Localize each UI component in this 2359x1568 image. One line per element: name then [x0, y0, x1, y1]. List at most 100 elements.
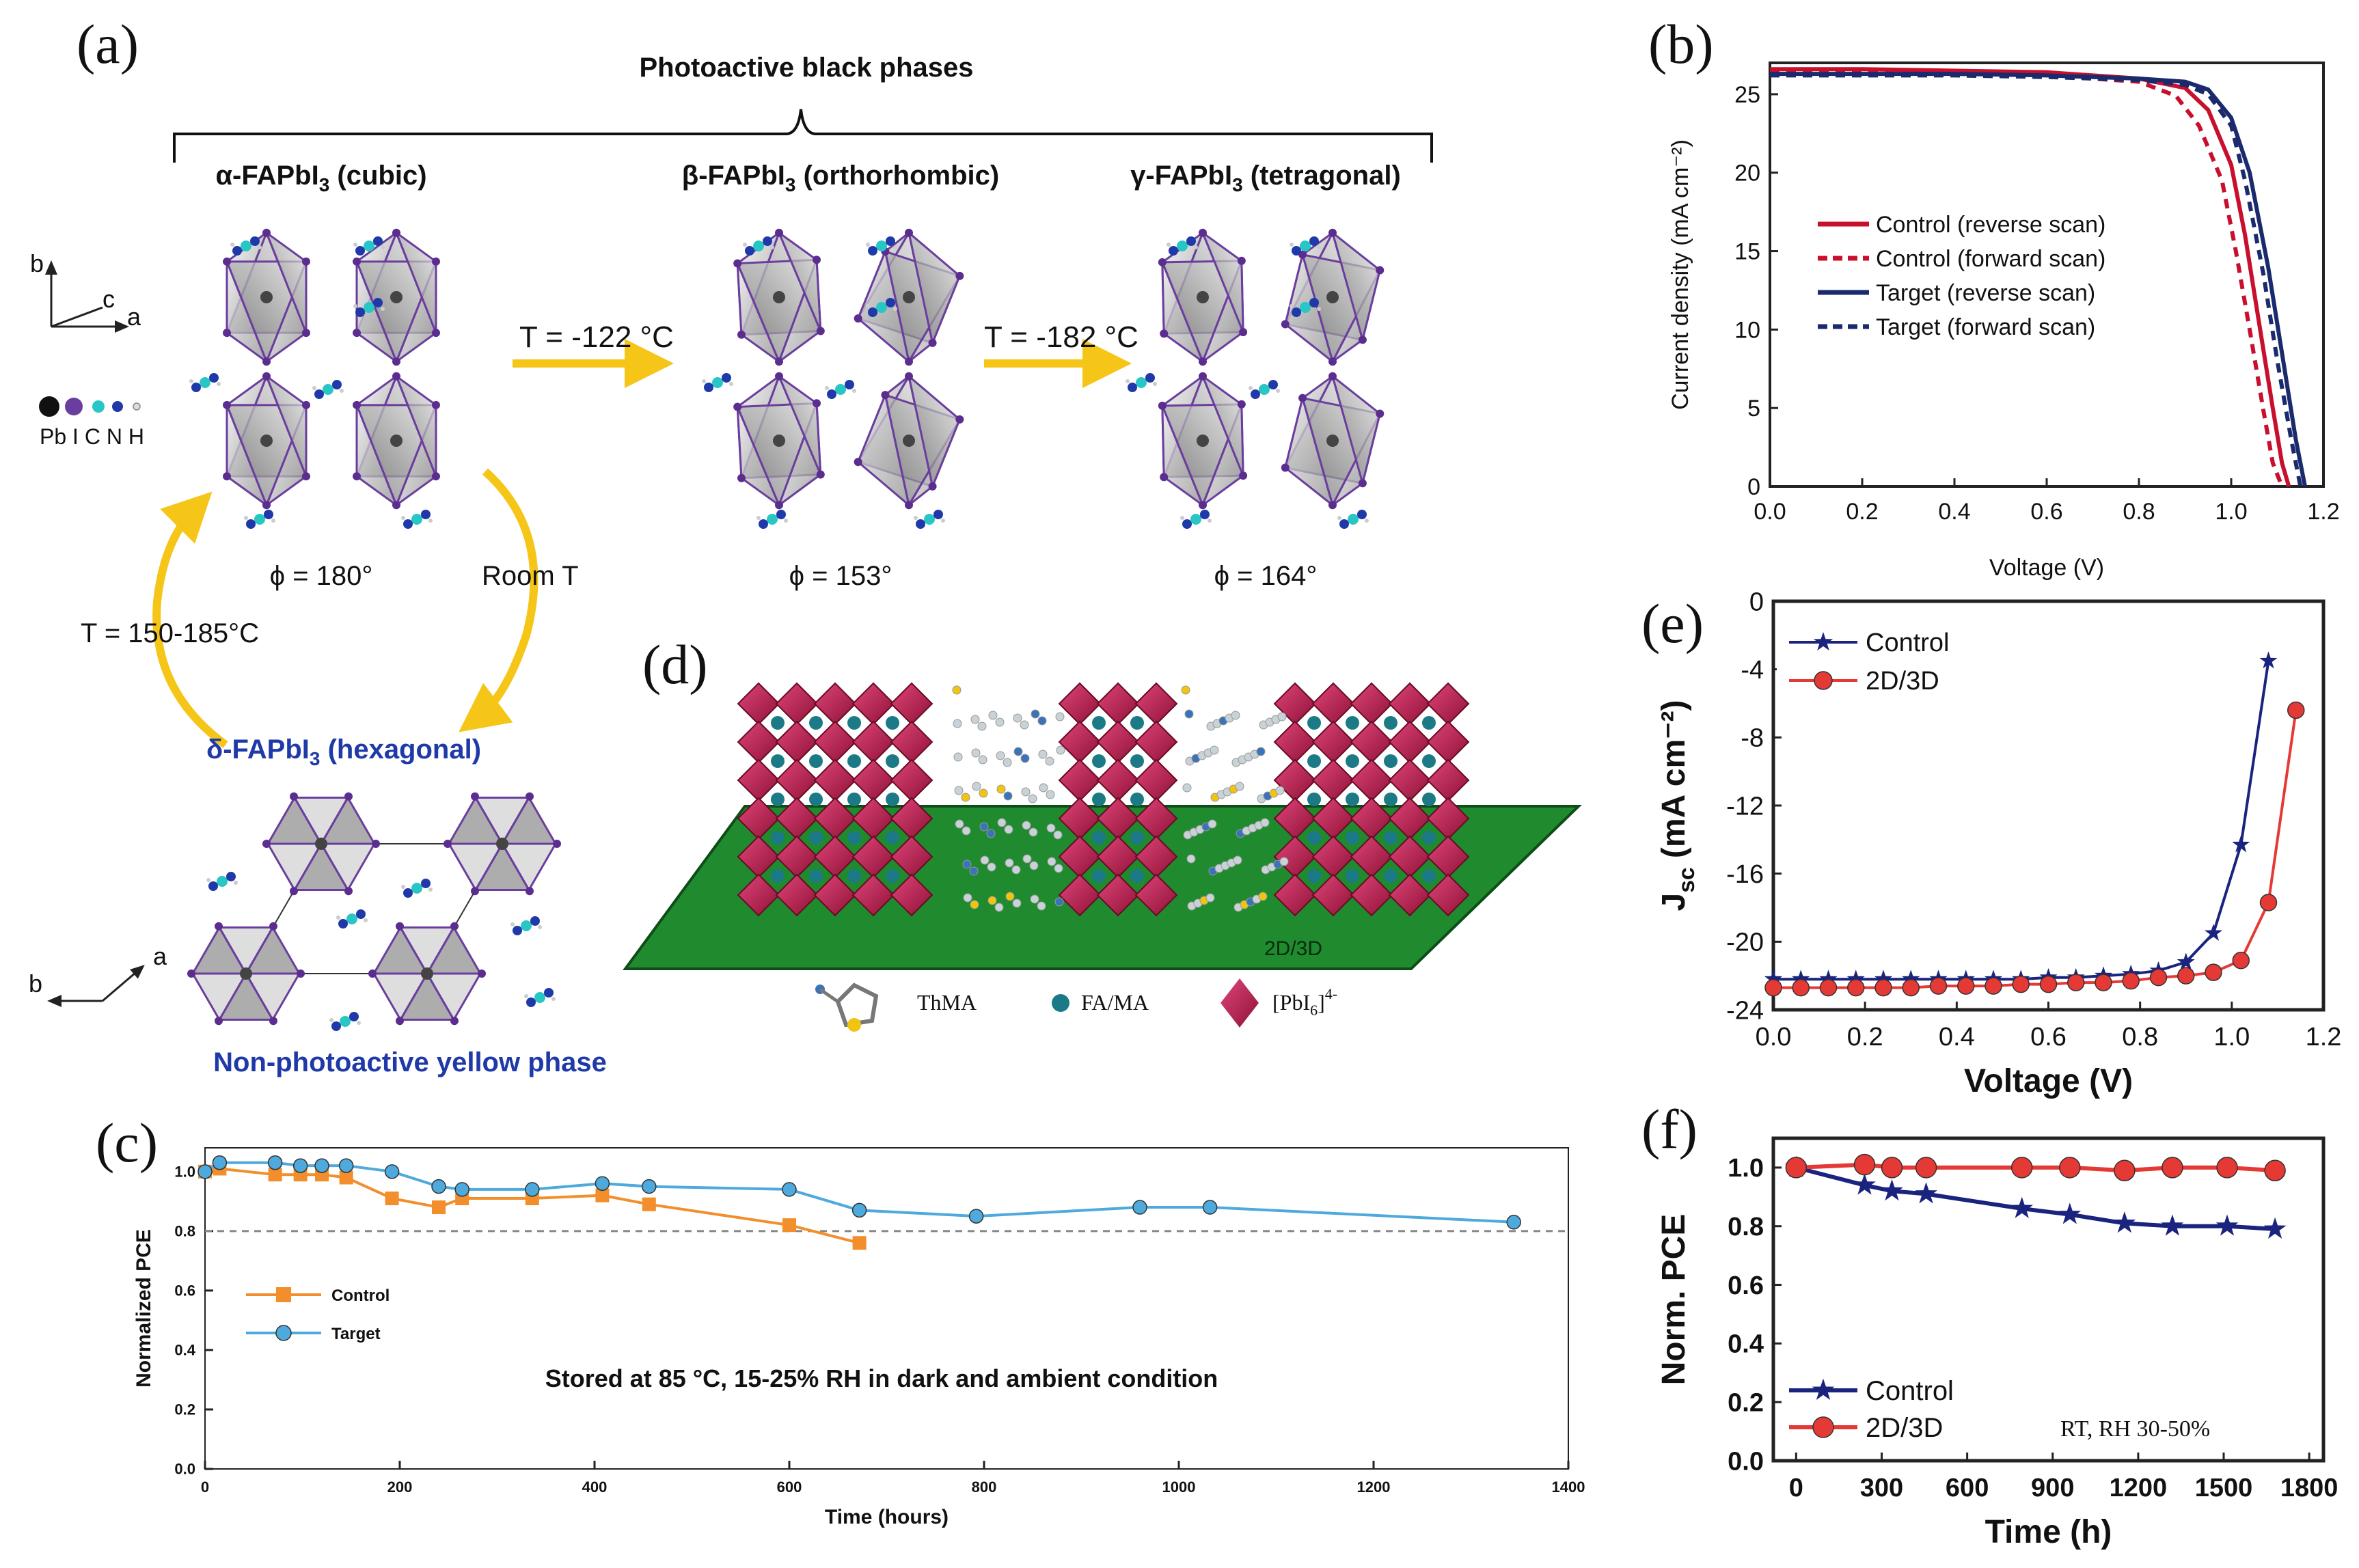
transition-temp-2: T = -182 °C — [984, 320, 1138, 354]
y-axis-label: Jsc (mA cm⁻²) — [1656, 700, 1700, 911]
data-point-control — [2058, 1202, 2082, 1224]
y-tick-label: 0.0 — [1728, 1447, 1764, 1476]
plot-frame — [204, 1147, 1569, 1470]
x-tick-label: 800 — [972, 1478, 997, 1496]
legend-marker — [275, 1325, 292, 1341]
heating-label: T = 150-185°C — [81, 618, 259, 648]
panel-a-crystal-structures: (a) Photoactive black phases α-FAPbI3 (c… — [29, 13, 1433, 1077]
plot-frame — [1771, 1136, 2326, 1463]
crystal-alpha-cubic — [189, 228, 440, 529]
x-tick-label: 1.2 — [2307, 499, 2339, 525]
data-point-2d-3d — [1874, 978, 1892, 997]
x-tick-label: 0.0 — [1754, 499, 1786, 525]
y-tick-label: 0.6 — [1728, 1271, 1764, 1300]
bracket-title: Photoactive black phases — [639, 53, 973, 83]
chart-c-stability: 0 200 400 600 800 1000 1200 1400 0.0 0.2 0.4 0.6 0.8… — [133, 1147, 1585, 1528]
data-point-2d-3d — [2059, 1157, 2081, 1179]
heating-arrow — [152, 491, 228, 748]
y-tick-label: 0.4 — [1728, 1330, 1764, 1359]
phi-beta: ϕ = 153° — [789, 561, 892, 591]
data-point-2d-3d — [1792, 978, 1810, 997]
x-tick-label: 400 — [582, 1478, 608, 1496]
data-point-target — [782, 1182, 797, 1197]
legend-thma: ThMA — [917, 990, 977, 1015]
data-point-2d-3d — [2287, 701, 2305, 719]
data-point-control — [2259, 651, 2278, 669]
data-point-control — [385, 1191, 399, 1205]
data-point-control — [782, 1218, 796, 1233]
data-point-target — [1132, 1200, 1147, 1215]
data-point-control — [2204, 924, 2223, 941]
data-point-control — [1819, 969, 1838, 987]
thma-molecule-icon — [815, 982, 879, 1032]
y-tick-label: 1.0 — [174, 1164, 195, 1181]
x-tick-label: 1.0 — [2213, 1023, 2250, 1051]
transition-temp-1: T = -122 °C — [519, 320, 674, 354]
x-tick-label: 1000 — [1162, 1478, 1196, 1496]
legend-entry: Target (forward scan) — [1876, 314, 2095, 340]
data-point-control — [2113, 1211, 2136, 1233]
data-point-2d-3d — [2264, 1159, 2286, 1181]
x-axis-label: Voltage (V) — [1964, 1063, 2133, 1099]
phase-bracket — [173, 109, 1433, 163]
chart-annotation: Stored at 85 °C, 15-25% RH in dark and a… — [545, 1364, 1218, 1392]
data-point-2d-3d — [2122, 972, 2140, 990]
data-point-2d-3d — [2177, 967, 2195, 985]
data-point-control — [2177, 952, 2195, 970]
x-tick-label: 0.8 — [2122, 1023, 2158, 1051]
legend-marker — [276, 1287, 291, 1302]
data-point-2d-3d — [2216, 1157, 2238, 1179]
axes-indicator-bottom: b a — [29, 942, 167, 1007]
y-tick-label: -4 — [1741, 656, 1764, 685]
x-tick-label: 300 — [1860, 1474, 1903, 1502]
data-point-control — [1902, 969, 1920, 987]
axes-indicator-top: b c a — [30, 249, 141, 333]
data-point-control — [432, 1200, 446, 1215]
data-point-control — [339, 1170, 353, 1185]
data-point-target — [384, 1164, 400, 1179]
y-tick-label: -20 — [1726, 929, 1764, 957]
legend-entry: 2D/3D — [1866, 1413, 1943, 1443]
data-point-control — [595, 1188, 610, 1202]
chart-f-norm-pce: 0 300 600 900 1200 1500 1800 0.0 0.2 0.4 0.6 0.8 1.0… — [1656, 1136, 2338, 1550]
data-point-control — [2263, 1217, 2287, 1239]
y-tick-label: 0 — [1747, 474, 1760, 500]
panel-label-a: (a) — [77, 13, 139, 75]
y-tick-label: 0.8 — [174, 1223, 195, 1240]
crystal-gamma-tetragonal — [1126, 228, 1385, 529]
x-tick-label: 0.8 — [2123, 499, 2155, 525]
data-point-control — [1792, 969, 1810, 987]
x-tick-label: 1800 — [2280, 1474, 2338, 1502]
panel-label-f: (f) — [1641, 1098, 1697, 1160]
x-tick-label: 200 — [387, 1478, 413, 1496]
y-tick-label: 0.8 — [1728, 1213, 1764, 1241]
legend-entry: Control — [1866, 629, 1950, 657]
data-point-2d-3d — [2039, 975, 2058, 993]
chart-b-jv-curves: 0.0 0.2 0.4 0.6 0.8 1.0 1.2 0 5 10 15 20 25 Voltage (… — [1667, 61, 2340, 581]
y-tick-label: 15 — [1734, 238, 1760, 264]
data-point-control — [2010, 1196, 2034, 1218]
legend-fa-ma: FA/MA — [1081, 990, 1149, 1015]
y-tick-label: -8 — [1741, 724, 1764, 753]
data-point-control — [1915, 1182, 1937, 1204]
data-point-control — [2161, 1214, 2184, 1236]
x-tick-label: 0.4 — [1939, 1023, 1975, 1051]
x-tick-label: 1500 — [2195, 1474, 2253, 1502]
y-tick-label: -24 — [1726, 996, 1764, 1025]
phase-title-alpha: α-FAPbI3 (cubic) — [215, 161, 426, 195]
y-tick-label: 0.2 — [174, 1401, 195, 1418]
data-point-2d-3d — [2205, 963, 2222, 981]
y-axis-label: Current density (mA cm⁻²) — [1667, 139, 1693, 410]
crystal-beta-orthorhombic — [702, 228, 964, 529]
data-point-control — [2215, 1214, 2239, 1236]
data-point-2d-3d — [2232, 951, 2250, 969]
data-point-2d-3d — [1785, 1157, 1808, 1179]
legend-entry: Target — [331, 1325, 381, 1343]
x-tick-label: 600 — [1946, 1474, 1989, 1502]
substrate-label: 2D/3D — [1264, 937, 1322, 960]
data-point-control — [1846, 969, 1865, 987]
room-t-label: Room T — [482, 561, 579, 591]
y-tick-label: -16 — [1726, 860, 1764, 889]
data-point-2d-3d — [1902, 978, 1920, 997]
x-tick-label: 0.0 — [1756, 1023, 1792, 1051]
